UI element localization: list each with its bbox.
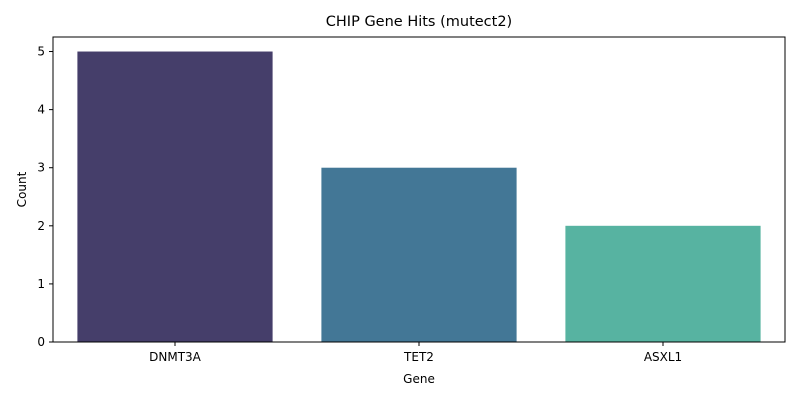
- y-tick-label: 0: [37, 335, 45, 349]
- bar-asxl1: [565, 225, 761, 342]
- bars-group: [77, 51, 761, 343]
- bar-tet2: [321, 167, 517, 342]
- x-axis: DNMT3A TET2 ASXL1: [149, 342, 682, 364]
- x-tick-label: ASXL1: [644, 350, 682, 364]
- chart-title: CHIP Gene Hits (mutect2): [326, 14, 512, 30]
- x-axis-label: Gene: [403, 372, 435, 386]
- bar-dnmt3a: [77, 51, 273, 343]
- y-tick-label: 5: [37, 45, 45, 59]
- x-tick-label: DNMT3A: [149, 350, 202, 364]
- y-tick-label: 1: [37, 277, 45, 291]
- y-tick-label: 3: [37, 161, 45, 175]
- y-axis-label: Count: [15, 171, 29, 207]
- plot-frame: [52, 36, 786, 343]
- y-tick-label: 4: [37, 103, 45, 117]
- x-tick-label: TET2: [403, 350, 434, 364]
- y-axis: 0 1 2 3 4 5: [37, 45, 53, 349]
- y-tick-label: 2: [37, 219, 45, 233]
